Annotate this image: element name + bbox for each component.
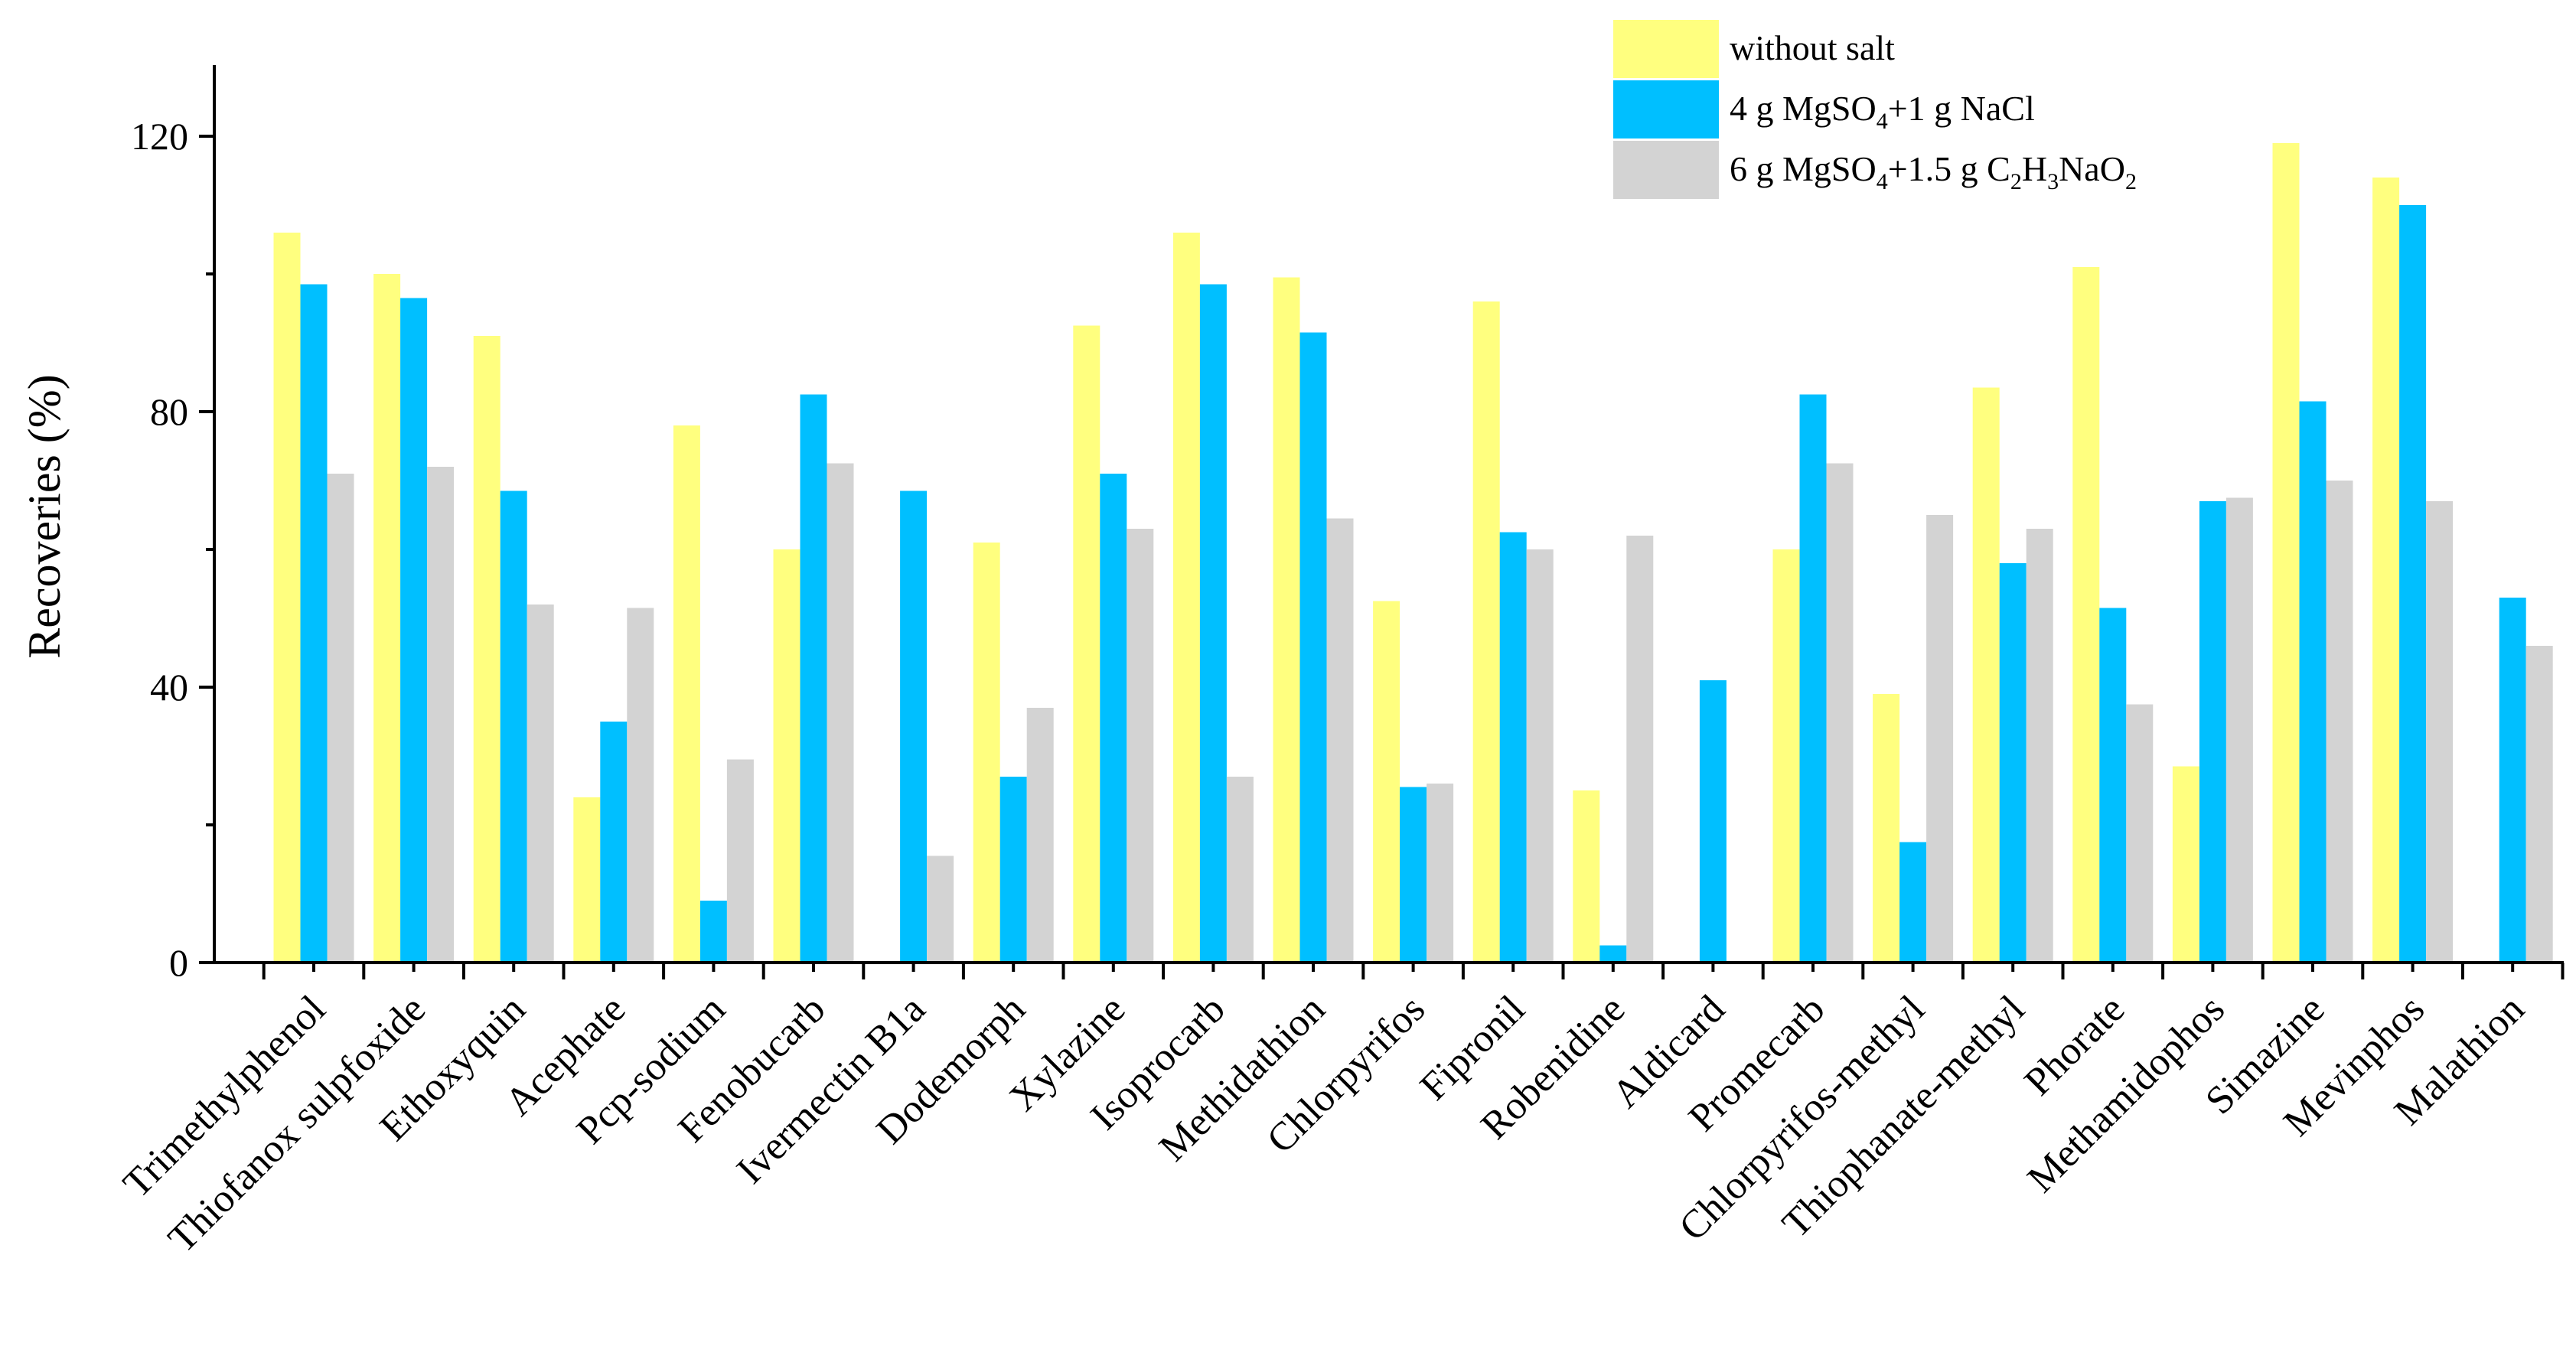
bar bbox=[1073, 325, 1101, 963]
bar bbox=[2225, 497, 2253, 963]
y-tick-label: 40 bbox=[150, 666, 188, 709]
bar bbox=[2072, 267, 2100, 963]
bar bbox=[726, 759, 754, 963]
bar bbox=[1472, 301, 1500, 963]
bar bbox=[2426, 501, 2454, 963]
bar bbox=[1499, 532, 1527, 963]
bar bbox=[1573, 790, 1600, 963]
bar bbox=[1326, 518, 1354, 963]
bar bbox=[1899, 842, 1927, 963]
bar bbox=[2326, 481, 2353, 963]
bar bbox=[1799, 394, 1827, 963]
bar bbox=[373, 274, 401, 963]
bar bbox=[2272, 143, 2300, 963]
bar bbox=[2199, 501, 2226, 963]
bar bbox=[1273, 277, 1300, 963]
bar bbox=[527, 605, 554, 963]
bar bbox=[627, 608, 654, 963]
bar bbox=[999, 777, 1027, 963]
bar bbox=[400, 298, 428, 963]
bar bbox=[473, 336, 501, 963]
bar bbox=[500, 490, 527, 963]
legend-label: 6 g MgSO4+1.5 g C2H3NaO2 bbox=[1730, 149, 2137, 194]
bar bbox=[573, 797, 601, 963]
bar bbox=[1299, 332, 1327, 963]
bar bbox=[1526, 549, 1554, 963]
bar bbox=[2399, 205, 2427, 963]
bar bbox=[2372, 178, 2400, 963]
bar bbox=[1427, 784, 1454, 963]
bar bbox=[1100, 474, 1127, 963]
bar bbox=[1926, 515, 1954, 963]
y-tick-label: 0 bbox=[169, 941, 188, 984]
bar bbox=[1226, 777, 1254, 963]
bar bbox=[1199, 284, 1227, 963]
bars-layer bbox=[273, 143, 2553, 963]
bar bbox=[900, 490, 928, 963]
bar bbox=[673, 425, 700, 963]
bar bbox=[273, 233, 301, 963]
bar bbox=[699, 901, 727, 963]
legend-label: without salt bbox=[1730, 28, 1895, 67]
bar bbox=[2525, 646, 2553, 963]
bar bbox=[827, 463, 854, 963]
bar bbox=[2099, 608, 2127, 963]
bar bbox=[1826, 463, 1854, 963]
bar bbox=[1873, 694, 1900, 963]
bar bbox=[1373, 601, 1400, 963]
bar bbox=[1699, 680, 1727, 963]
bar bbox=[2126, 704, 2154, 963]
legend-swatch bbox=[1613, 20, 1719, 78]
bar bbox=[1999, 563, 2027, 963]
axes-layer: 0 40 80 120 bbox=[131, 65, 2565, 984]
bar bbox=[1400, 787, 1427, 963]
y-tick-label: 80 bbox=[150, 390, 188, 433]
bar bbox=[800, 394, 827, 963]
bar bbox=[427, 467, 455, 963]
bar bbox=[2499, 598, 2526, 963]
legend-label: 4 g MgSO4+1 g NaCl bbox=[1730, 89, 2035, 134]
legend: without salt 4 g MgSO4+1 g NaCl 6 g MgSO4+… bbox=[1613, 20, 2137, 199]
bar bbox=[600, 722, 628, 963]
y-axis-title: Recoveries (%) bbox=[19, 374, 70, 658]
y-tick-label: 120 bbox=[131, 115, 188, 158]
bar bbox=[927, 855, 954, 963]
bar bbox=[1972, 387, 2000, 963]
bar bbox=[300, 284, 328, 963]
bar bbox=[1599, 945, 1627, 963]
bar bbox=[2299, 401, 2327, 963]
bar bbox=[1026, 708, 1054, 963]
bar bbox=[1626, 536, 1654, 963]
bar bbox=[1772, 549, 1800, 963]
bar bbox=[973, 543, 1000, 963]
bar bbox=[773, 549, 801, 963]
legend-swatch bbox=[1613, 141, 1719, 199]
bar bbox=[1172, 233, 1200, 963]
bar bbox=[1127, 529, 1154, 963]
bar bbox=[2026, 529, 2053, 963]
legend-swatch bbox=[1613, 80, 1719, 139]
bar bbox=[2172, 766, 2199, 963]
bar bbox=[327, 474, 354, 963]
